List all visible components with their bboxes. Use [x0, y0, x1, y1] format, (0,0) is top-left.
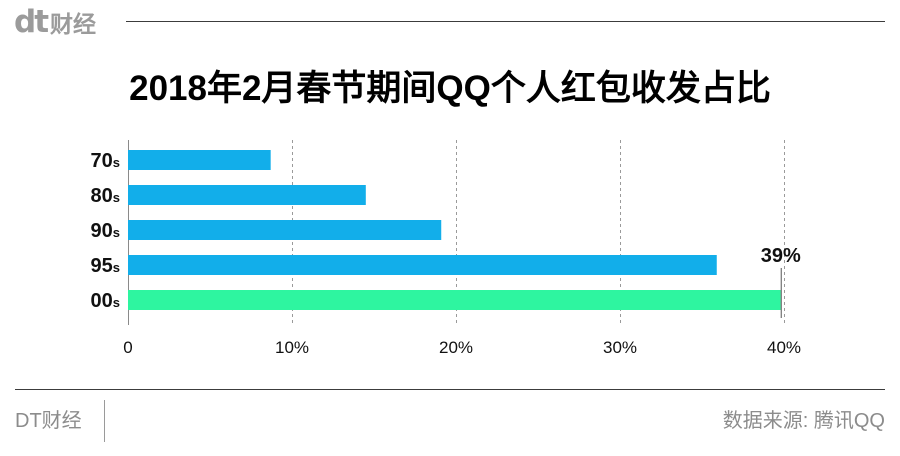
footer-rule: [15, 389, 885, 390]
category-label-90s: 90s: [91, 220, 120, 242]
bar-90s: [128, 220, 442, 240]
chart-title: 2018年2月春节期间QQ个人红包收发占比: [129, 69, 771, 108]
bar-00s: [128, 290, 781, 310]
category-label-suffix: s: [113, 190, 120, 205]
data-source: 数据来源: 腾讯QQ: [722, 410, 885, 432]
category-label-number: 90: [91, 220, 113, 242]
category-label-number: 80: [91, 185, 113, 207]
data-label-00s: 39%: [761, 245, 801, 267]
footer-brand: DT财经: [15, 410, 82, 432]
category-label-95s: 95s: [91, 255, 120, 277]
x-tick-label-40: 40%: [767, 338, 801, 357]
brand-logo: dt 财经: [14, 3, 96, 41]
category-label-70s: 70s: [91, 150, 120, 172]
category-label-suffix: s: [113, 155, 120, 170]
x-tick-label-0: 0: [123, 338, 132, 357]
category-label-suffix: s: [113, 225, 120, 240]
category-label-number: 00: [91, 290, 113, 312]
x-tick-label-30: 30%: [603, 338, 637, 357]
category-label-00s: 00s: [91, 290, 120, 312]
bar-95s: [128, 255, 717, 275]
footer-separator: [104, 400, 105, 442]
x-tick-label-20: 20%: [439, 338, 473, 357]
logo-mark: dt: [14, 4, 49, 40]
category-label-suffix: s: [113, 260, 120, 275]
header-rule: [126, 21, 885, 22]
category-label-80s: 80s: [91, 185, 120, 207]
bar-70s: [128, 150, 271, 170]
logo-text: 财经: [50, 11, 97, 37]
category-label-number: 70: [91, 150, 113, 172]
bar-80s: [128, 185, 366, 205]
category-label-number: 95: [91, 255, 113, 277]
category-label-suffix: s: [113, 295, 120, 310]
x-tick-label-10: 10%: [275, 338, 309, 357]
